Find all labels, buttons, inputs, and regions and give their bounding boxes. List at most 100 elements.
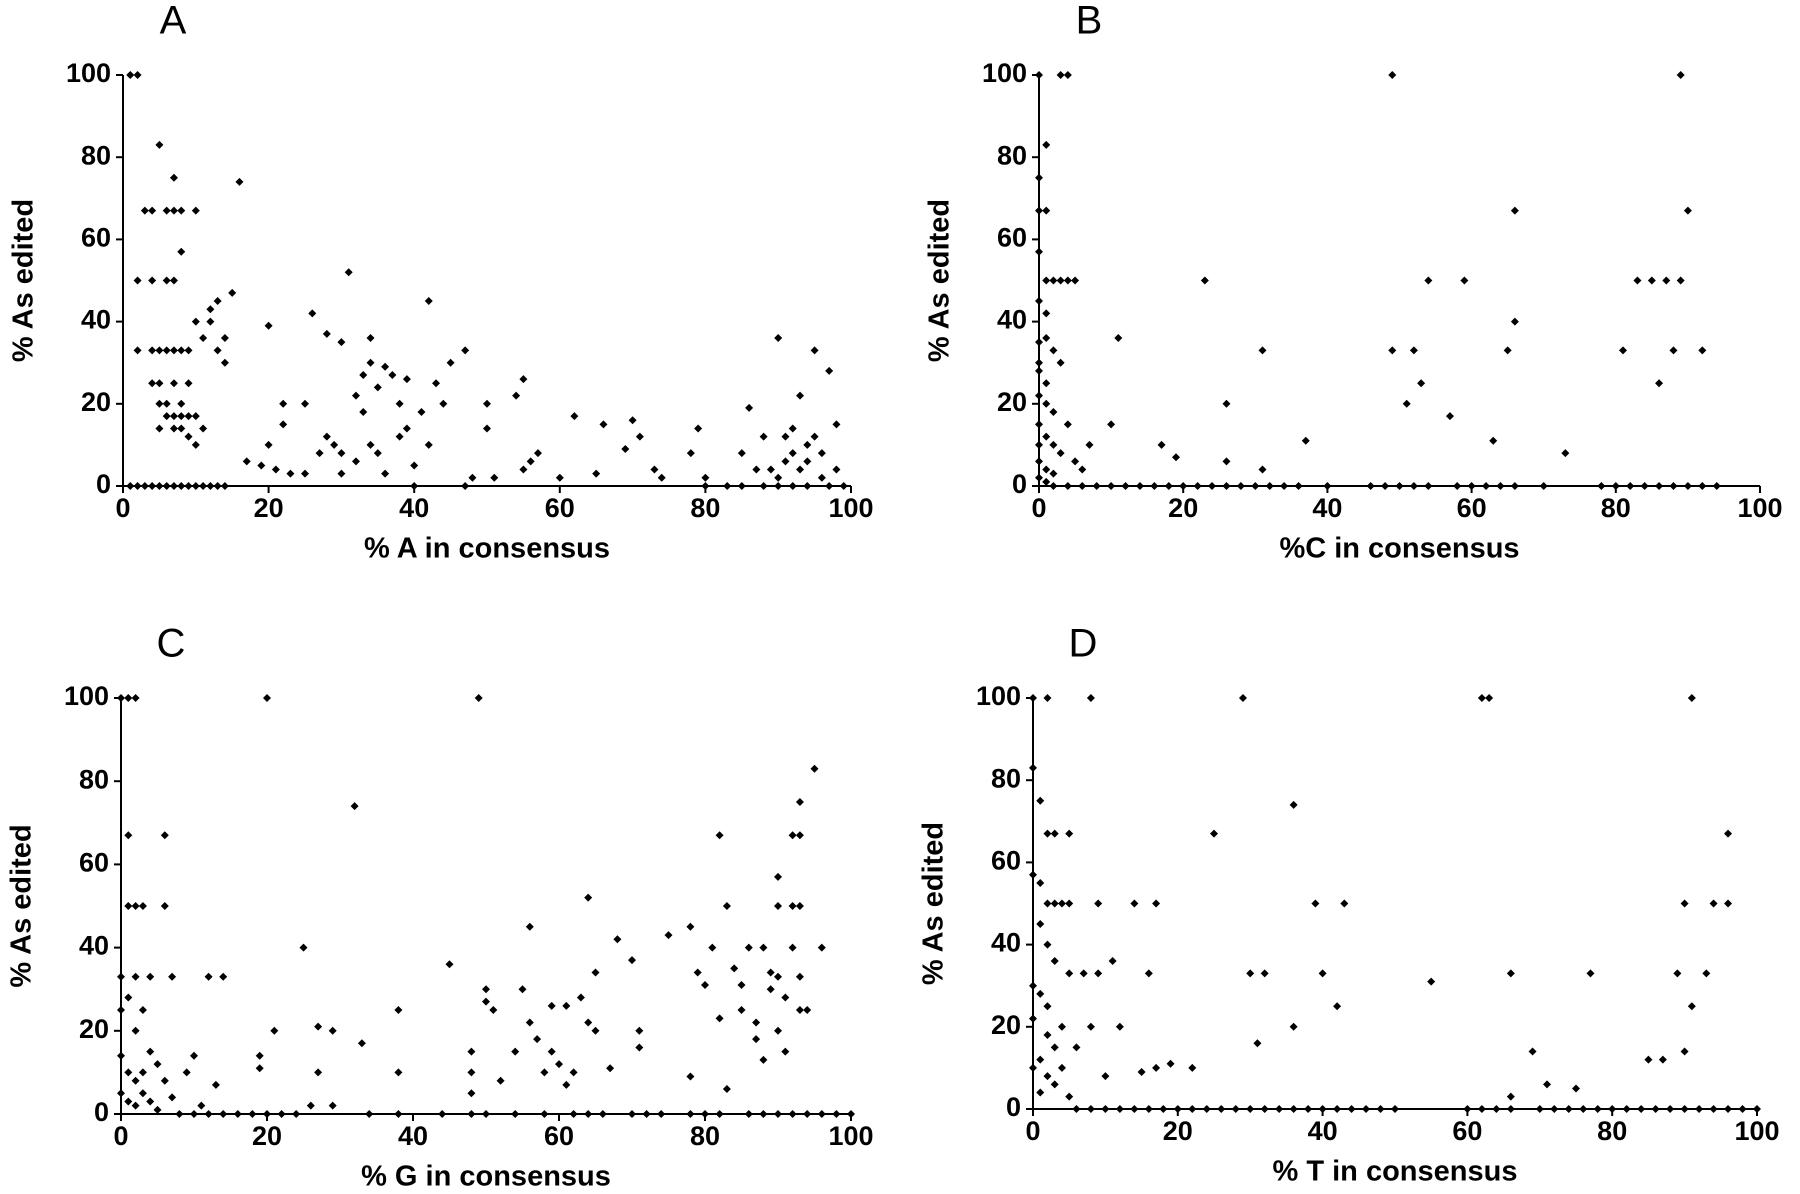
point bbox=[817, 473, 826, 482]
point bbox=[366, 334, 375, 343]
point bbox=[533, 449, 542, 458]
point bbox=[774, 972, 782, 981]
point bbox=[177, 424, 186, 433]
point bbox=[1311, 899, 1320, 908]
point bbox=[1057, 1063, 1066, 1072]
point bbox=[1467, 482, 1476, 490]
point bbox=[1633, 276, 1642, 285]
point bbox=[774, 872, 782, 881]
point bbox=[1258, 346, 1267, 355]
point bbox=[1035, 173, 1043, 182]
point bbox=[1680, 1047, 1689, 1056]
point bbox=[177, 482, 186, 490]
panel: B 0 20 40 60 80 100 0 20 40 60 80 100 %C in consensus… bbox=[924, 0, 1783, 565]
point bbox=[1036, 796, 1045, 805]
point bbox=[1049, 440, 1058, 449]
point bbox=[708, 943, 717, 952]
x-axis-label: % G in consensus bbox=[361, 1161, 611, 1193]
x-axis-label: %C in consensus bbox=[1279, 533, 1519, 565]
point bbox=[781, 993, 790, 1002]
point bbox=[482, 985, 490, 994]
point bbox=[204, 972, 213, 981]
point bbox=[1424, 276, 1433, 285]
point bbox=[722, 1085, 731, 1094]
point bbox=[140, 482, 149, 490]
point bbox=[555, 473, 564, 482]
point bbox=[1035, 358, 1043, 367]
point bbox=[162, 482, 171, 490]
point bbox=[1535, 1105, 1544, 1113]
point bbox=[177, 206, 186, 215]
point bbox=[148, 482, 157, 490]
point bbox=[1094, 969, 1103, 978]
point bbox=[306, 1101, 315, 1110]
point bbox=[1050, 957, 1059, 966]
y-tick-label: 60 bbox=[997, 223, 1027, 253]
point bbox=[1029, 870, 1037, 879]
point bbox=[366, 440, 375, 449]
point bbox=[781, 1047, 790, 1056]
point bbox=[279, 399, 288, 408]
point bbox=[599, 420, 608, 429]
point bbox=[1202, 1105, 1211, 1113]
point bbox=[518, 985, 527, 994]
point bbox=[124, 902, 133, 910]
point bbox=[1043, 1072, 1052, 1081]
point bbox=[133, 346, 142, 355]
point bbox=[482, 1110, 490, 1118]
point bbox=[1043, 1031, 1052, 1040]
x-tick-label: 20 bbox=[1168, 493, 1198, 523]
y-tick-label: 60 bbox=[81, 223, 111, 253]
point bbox=[220, 358, 229, 367]
point bbox=[1144, 1105, 1153, 1113]
point bbox=[211, 1080, 220, 1089]
point bbox=[1687, 694, 1696, 702]
x-tick-label: 40 bbox=[399, 493, 429, 523]
point bbox=[117, 694, 125, 702]
point bbox=[169, 276, 178, 285]
point bbox=[138, 1089, 147, 1098]
point bbox=[146, 1097, 155, 1106]
panel-letter: B bbox=[1076, 0, 1103, 43]
point bbox=[715, 831, 724, 840]
point bbox=[701, 1110, 709, 1118]
point bbox=[1152, 899, 1161, 908]
point bbox=[219, 1110, 228, 1118]
point bbox=[723, 482, 732, 490]
point bbox=[1157, 440, 1166, 449]
point bbox=[235, 177, 244, 186]
point bbox=[126, 482, 135, 490]
point bbox=[177, 412, 186, 421]
point bbox=[744, 1110, 753, 1118]
x-tick-label: 40 bbox=[1312, 493, 1342, 523]
point bbox=[177, 346, 186, 355]
point bbox=[1640, 482, 1649, 490]
y-tick-label: 20 bbox=[991, 1010, 1021, 1040]
point bbox=[314, 1068, 323, 1077]
point bbox=[584, 893, 593, 902]
point bbox=[621, 445, 630, 454]
point bbox=[752, 1035, 761, 1044]
point bbox=[1049, 276, 1058, 285]
point bbox=[519, 375, 528, 384]
point bbox=[635, 1043, 644, 1052]
point bbox=[482, 997, 490, 1006]
point bbox=[1402, 399, 1411, 408]
point bbox=[394, 1110, 403, 1118]
y-tick-label: 80 bbox=[991, 763, 1021, 793]
point bbox=[839, 482, 848, 490]
point bbox=[1042, 379, 1051, 388]
point bbox=[1510, 482, 1519, 490]
point bbox=[1506, 1092, 1515, 1101]
point bbox=[1036, 989, 1045, 998]
point bbox=[1042, 276, 1051, 285]
x-tick-label: 60 bbox=[545, 493, 575, 523]
y-tick-label: 80 bbox=[997, 140, 1027, 170]
point bbox=[1035, 420, 1043, 429]
point bbox=[133, 71, 142, 79]
point bbox=[701, 482, 710, 490]
point bbox=[1130, 899, 1139, 908]
point bbox=[1152, 1063, 1161, 1072]
y-tick-label: 40 bbox=[997, 305, 1027, 335]
point bbox=[1043, 694, 1052, 702]
